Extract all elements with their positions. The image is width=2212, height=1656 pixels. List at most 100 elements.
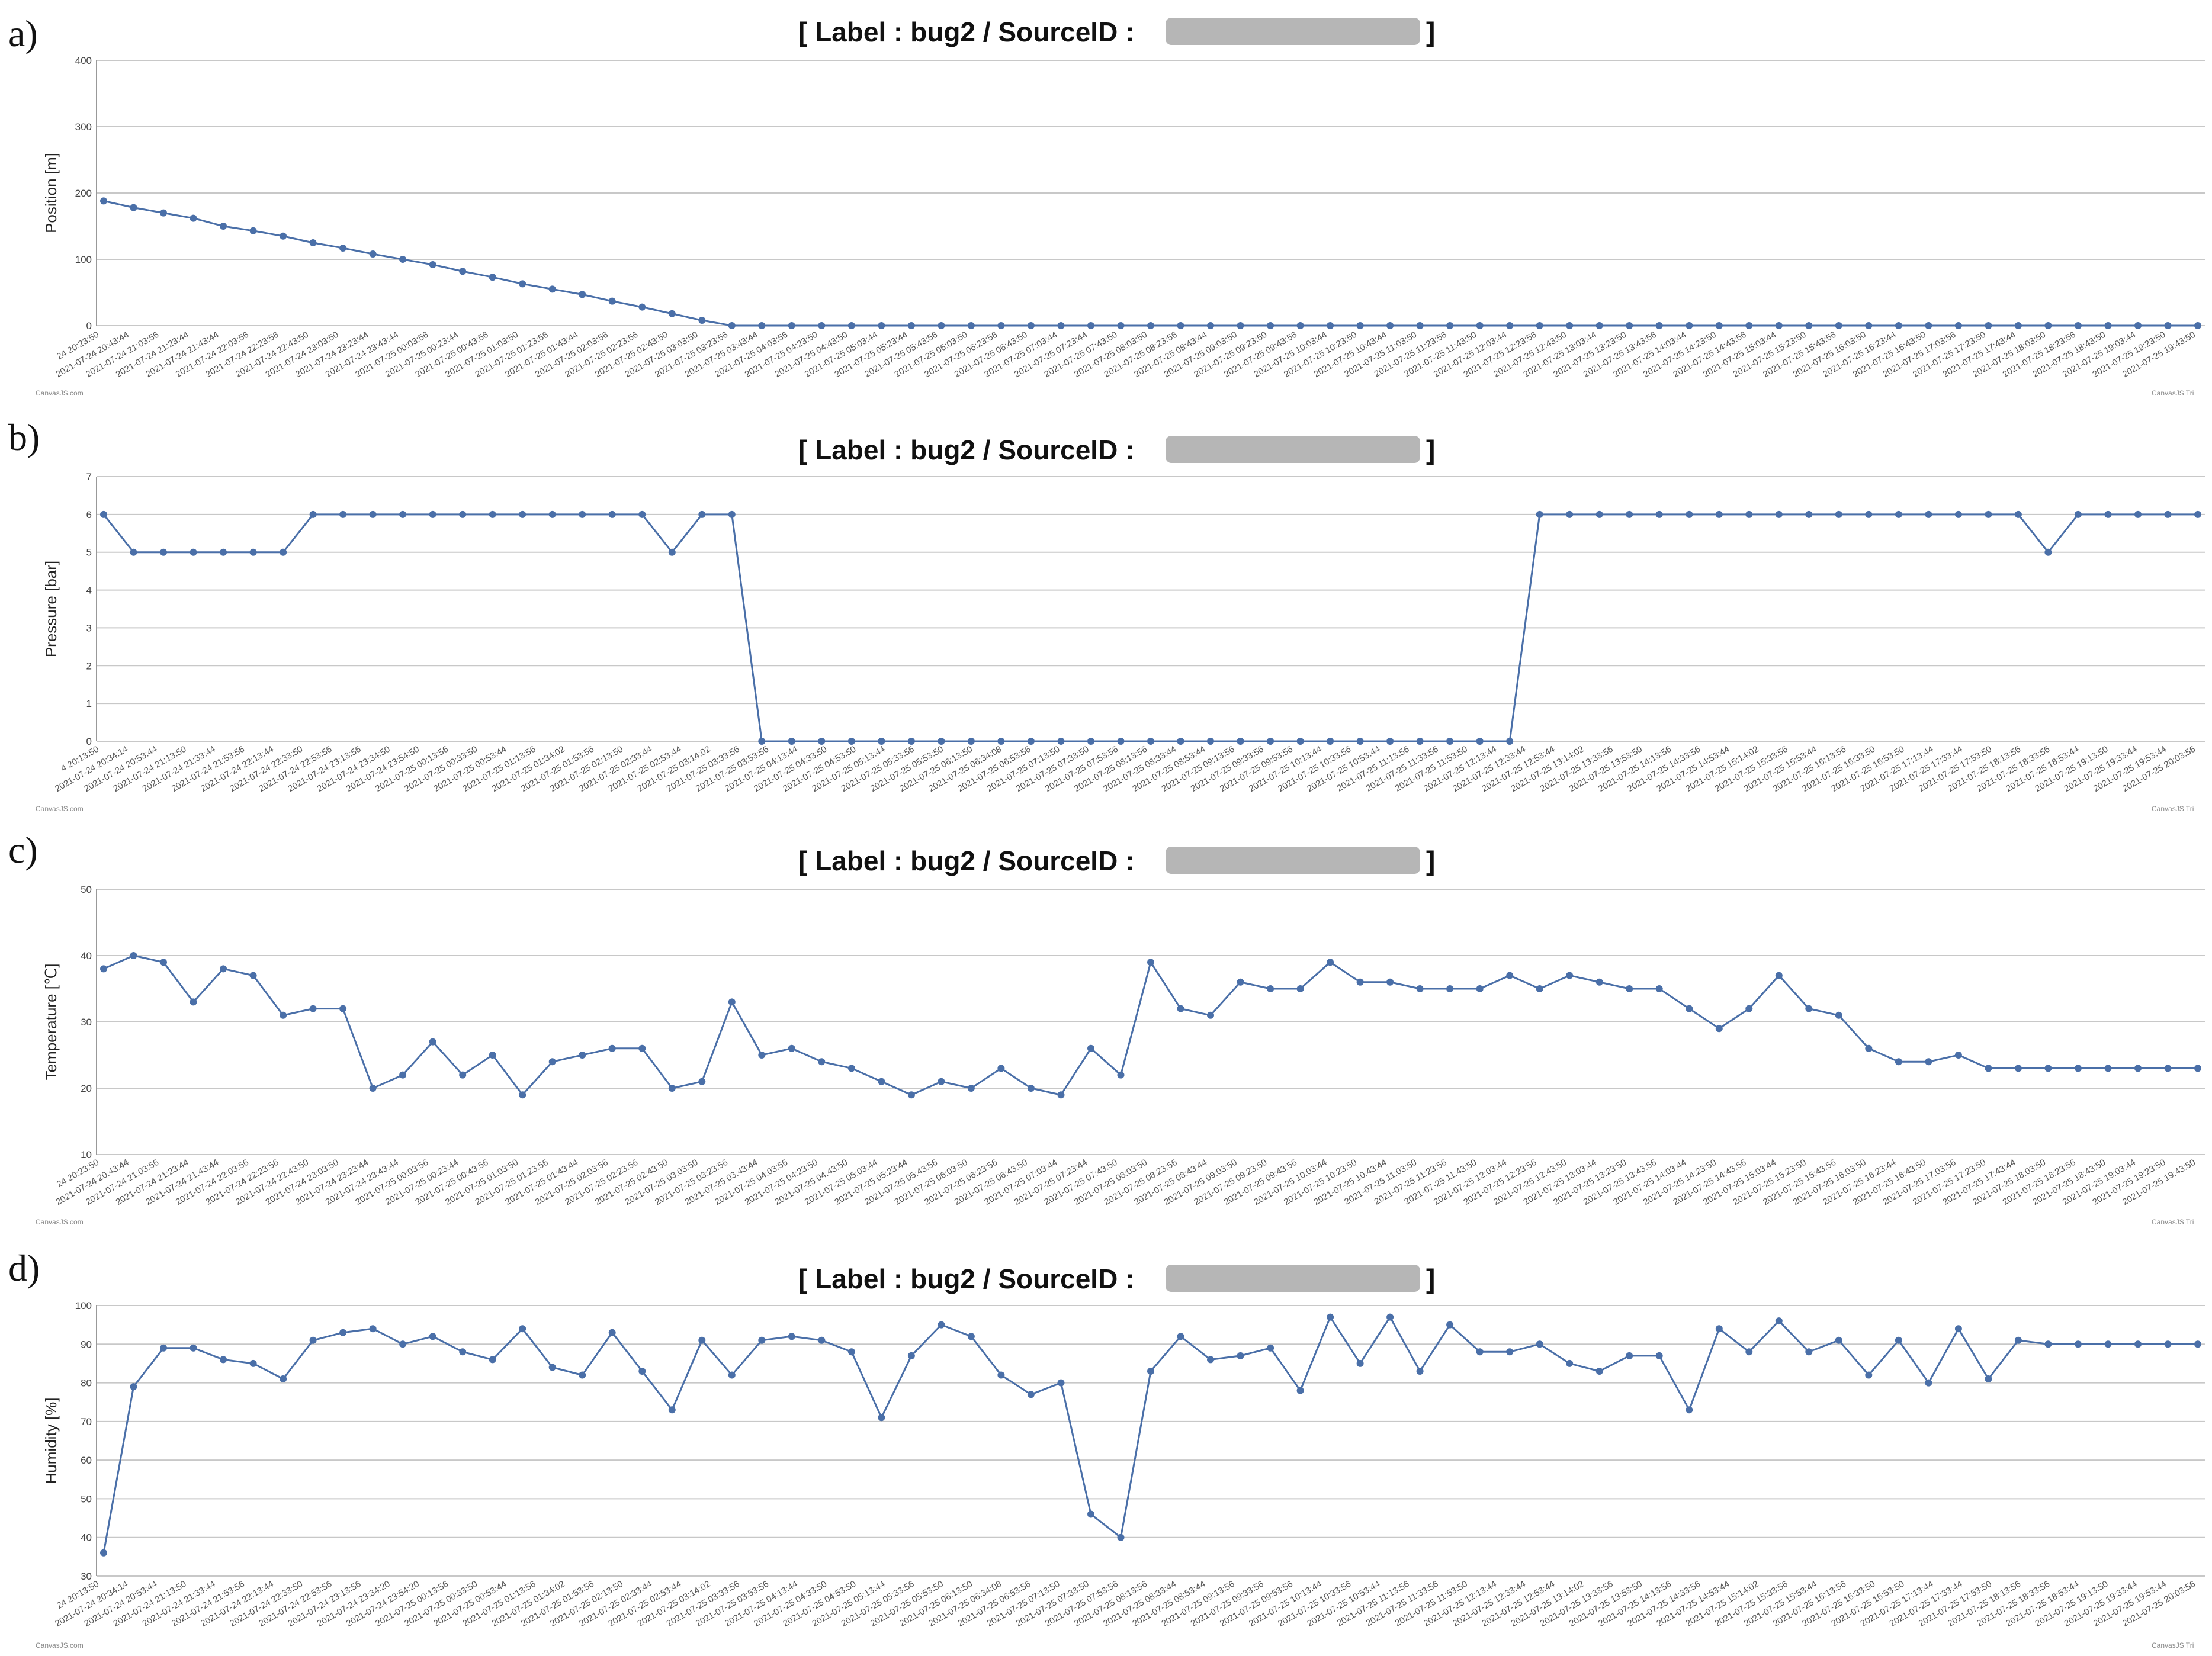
credit-left: CanvasJS.com bbox=[36, 389, 84, 397]
data-point bbox=[938, 322, 945, 329]
data-point bbox=[1775, 322, 1783, 329]
data-point bbox=[249, 548, 257, 556]
data-point bbox=[1686, 322, 1693, 329]
data-point bbox=[1446, 1321, 1454, 1329]
data-point bbox=[1416, 738, 1424, 745]
credit-right: CanvasJS Tri bbox=[2152, 1218, 2194, 1226]
data-point bbox=[728, 998, 736, 1006]
data-point bbox=[758, 1052, 766, 1059]
source-id-redaction bbox=[1166, 847, 1420, 874]
data-point bbox=[967, 322, 975, 329]
panel-label: b) bbox=[8, 416, 40, 458]
data-point bbox=[1267, 985, 1274, 992]
y-tick-label: 50 bbox=[81, 884, 92, 895]
data-point bbox=[1895, 1058, 1902, 1066]
data-point bbox=[1087, 738, 1094, 745]
data-point bbox=[1147, 959, 1154, 966]
data-point bbox=[1057, 1091, 1065, 1099]
data-point bbox=[1296, 322, 1304, 329]
data-point bbox=[2164, 1340, 2172, 1348]
data-point bbox=[1177, 322, 1184, 329]
data-point bbox=[668, 548, 676, 556]
data-point bbox=[1386, 978, 1394, 986]
data-point bbox=[1057, 738, 1065, 745]
data-point bbox=[1895, 510, 1902, 518]
source-id-redaction bbox=[1166, 18, 1420, 45]
chart-title-prefix: [ Label : bug2 / SourceID : bbox=[798, 845, 1134, 876]
y-tick-label: 40 bbox=[81, 1532, 92, 1544]
data-point bbox=[668, 1406, 676, 1414]
data-point bbox=[967, 738, 975, 745]
data-point bbox=[2044, 1340, 2052, 1348]
data-point bbox=[339, 1329, 347, 1336]
data-point bbox=[1715, 510, 1723, 518]
chart-title-suffix: ] bbox=[1426, 17, 1435, 47]
data-point bbox=[309, 1005, 317, 1012]
data-point bbox=[1925, 510, 1932, 518]
data-point bbox=[1327, 1313, 1334, 1321]
data-point bbox=[1835, 1336, 1842, 1344]
data-point bbox=[1117, 322, 1125, 329]
y-tick-label: 80 bbox=[81, 1378, 92, 1389]
data-point bbox=[1835, 322, 1842, 329]
data-point bbox=[100, 1549, 107, 1557]
data-point bbox=[1267, 1344, 1274, 1352]
data-point bbox=[1595, 322, 1603, 329]
data-point bbox=[698, 1336, 706, 1344]
data-point bbox=[459, 268, 467, 275]
data-point bbox=[280, 232, 287, 240]
data-point bbox=[190, 1344, 197, 1352]
data-point bbox=[1476, 738, 1484, 745]
data-point bbox=[2194, 510, 2201, 518]
data-point bbox=[1237, 738, 1244, 745]
data-point bbox=[160, 548, 167, 556]
source-id-redaction bbox=[1166, 1265, 1420, 1292]
data-point bbox=[399, 510, 407, 518]
data-point bbox=[608, 297, 616, 305]
data-point bbox=[758, 1336, 766, 1344]
data-point bbox=[459, 1071, 467, 1079]
data-point bbox=[907, 738, 915, 745]
y-tick-label: 30 bbox=[81, 1017, 92, 1028]
data-point bbox=[1835, 1011, 1842, 1019]
data-point bbox=[2044, 1065, 2052, 1072]
data-point bbox=[1925, 322, 1932, 329]
data-point bbox=[2074, 1065, 2082, 1072]
data-point bbox=[1237, 322, 1244, 329]
data-point bbox=[2014, 510, 2022, 518]
chart-title-suffix: ] bbox=[1426, 1263, 1435, 1294]
credit-right: CanvasJS Tri bbox=[2152, 805, 2194, 813]
data-point bbox=[1655, 322, 1663, 329]
data-point bbox=[847, 1065, 855, 1072]
data-point bbox=[2104, 322, 2112, 329]
data-point bbox=[429, 1333, 436, 1340]
data-point bbox=[1595, 1368, 1603, 1375]
data-point bbox=[369, 510, 377, 518]
data-point bbox=[2074, 510, 2082, 518]
data-point bbox=[1686, 1406, 1693, 1414]
data-point bbox=[579, 291, 586, 298]
panel-label: a) bbox=[8, 12, 38, 54]
data-point bbox=[2014, 1065, 2022, 1072]
data-point bbox=[788, 1333, 795, 1340]
data-point bbox=[938, 1321, 945, 1329]
data-point bbox=[1386, 322, 1394, 329]
y-tick-label: 2 bbox=[86, 660, 92, 671]
data-point bbox=[1626, 510, 1633, 518]
data-point bbox=[100, 197, 107, 205]
data-point bbox=[1686, 510, 1693, 518]
data-point bbox=[1985, 1065, 1992, 1072]
data-point bbox=[579, 1371, 586, 1379]
y-axis-label: Humidity [%] bbox=[42, 1398, 60, 1484]
data-point bbox=[2014, 322, 2022, 329]
credit-left: CanvasJS.com bbox=[36, 1641, 84, 1649]
data-point bbox=[1655, 1352, 1663, 1359]
data-point bbox=[997, 322, 1005, 329]
y-axis-label: Temperature [℃] bbox=[42, 964, 60, 1081]
y-tick-label: 4 bbox=[86, 585, 92, 596]
data-point bbox=[1686, 1005, 1693, 1012]
data-point bbox=[668, 1085, 676, 1092]
y-tick-label: 90 bbox=[81, 1339, 92, 1350]
data-point bbox=[220, 223, 227, 230]
data-point bbox=[1207, 1011, 1214, 1019]
